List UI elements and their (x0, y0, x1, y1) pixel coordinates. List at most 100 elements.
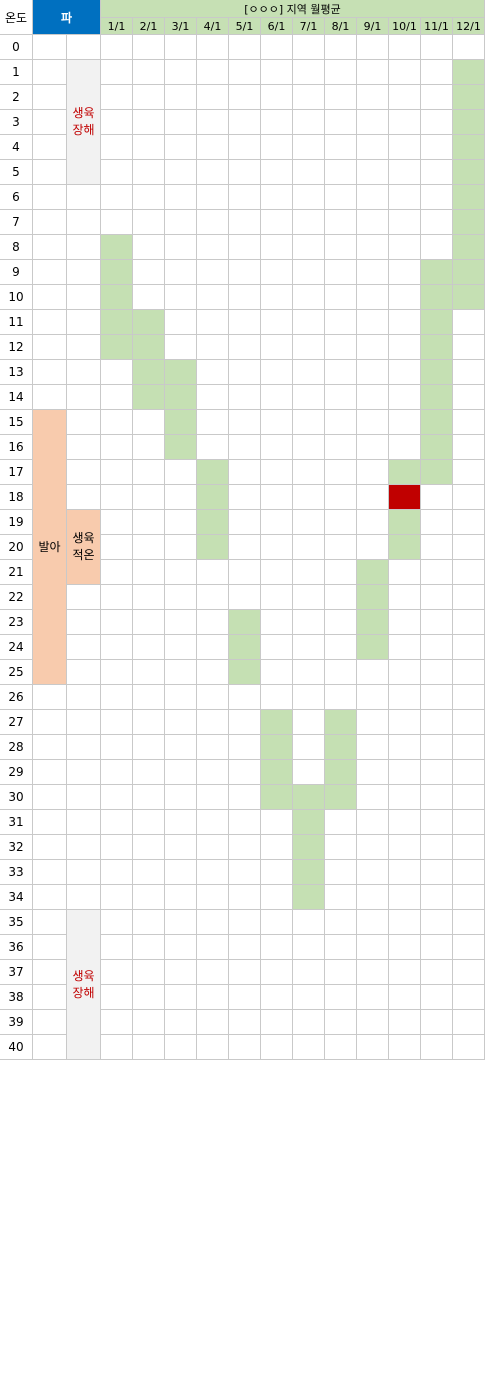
month-temp-cell[interactable] (453, 385, 485, 410)
month-temp-cell[interactable] (453, 85, 485, 110)
month-temp-cell[interactable] (101, 635, 133, 660)
month-temp-cell[interactable] (261, 935, 293, 960)
month-temp-cell[interactable] (261, 160, 293, 185)
month-temp-cell[interactable] (421, 285, 453, 310)
month-temp-cell[interactable] (293, 810, 325, 835)
month-temp-cell[interactable] (325, 885, 357, 910)
month-temp-cell[interactable] (165, 410, 197, 435)
month-temp-cell[interactable] (357, 585, 389, 610)
crop-cell[interactable] (33, 335, 67, 360)
temp-header[interactable]: 온도 (0, 0, 33, 35)
month-temp-cell[interactable] (325, 85, 357, 110)
month-temp-cell[interactable] (101, 960, 133, 985)
temp-cell[interactable]: 29 (0, 760, 33, 785)
month-temp-cell[interactable] (357, 160, 389, 185)
month-temp-cell[interactable] (453, 460, 485, 485)
month-temp-cell[interactable] (133, 460, 165, 485)
month-temp-cell[interactable] (229, 35, 261, 60)
month-temp-cell[interactable] (357, 735, 389, 760)
month-temp-cell[interactable] (101, 1010, 133, 1035)
month-temp-cell[interactable] (229, 1035, 261, 1060)
month-temp-cell[interactable] (133, 210, 165, 235)
temp-cell[interactable]: 9 (0, 260, 33, 285)
temp-cell[interactable]: 15 (0, 410, 33, 435)
month-temp-cell[interactable] (133, 985, 165, 1010)
month-temp-cell[interactable] (421, 110, 453, 135)
month-temp-cell[interactable] (197, 410, 229, 435)
temp-cell[interactable]: 39 (0, 1010, 33, 1035)
month-temp-cell[interactable] (133, 135, 165, 160)
month-temp-cell[interactable] (229, 585, 261, 610)
stage-cell[interactable] (67, 860, 101, 885)
crop-cell[interactable] (33, 385, 67, 410)
temp-cell[interactable]: 13 (0, 360, 33, 385)
month-temp-cell[interactable] (165, 660, 197, 685)
month-temp-cell[interactable] (421, 660, 453, 685)
month-temp-cell[interactable] (133, 960, 165, 985)
month-temp-cell[interactable] (389, 985, 421, 1010)
month-temp-cell[interactable] (165, 685, 197, 710)
month-temp-cell[interactable] (165, 610, 197, 635)
month-temp-cell[interactable] (389, 35, 421, 60)
month-temp-cell[interactable] (357, 235, 389, 260)
month-temp-cell[interactable] (325, 535, 357, 560)
month-temp-cell[interactable] (421, 560, 453, 585)
month-temp-cell[interactable] (261, 235, 293, 260)
month-temp-cell[interactable] (293, 610, 325, 635)
month-temp-cell[interactable] (421, 235, 453, 260)
month-temp-cell[interactable] (389, 685, 421, 710)
month-temp-cell[interactable] (165, 935, 197, 960)
month-temp-cell[interactable] (357, 885, 389, 910)
month-temp-cell[interactable] (293, 185, 325, 210)
crop-cell[interactable] (33, 860, 67, 885)
stage-cell[interactable] (67, 185, 101, 210)
month-temp-cell[interactable] (229, 110, 261, 135)
stage-cell[interactable] (67, 685, 101, 710)
month-temp-cell[interactable] (165, 910, 197, 935)
month-temp-cell[interactable] (293, 510, 325, 535)
month-temp-cell[interactable] (453, 860, 485, 885)
month-temp-cell[interactable] (261, 110, 293, 135)
month-temp-cell[interactable] (197, 460, 229, 485)
growth-harm-low-zone[interactable]: 생육 장해 (67, 60, 100, 184)
month-temp-cell[interactable] (197, 260, 229, 285)
month-temp-cell[interactable] (421, 760, 453, 785)
month-temp-cell[interactable] (165, 85, 197, 110)
month-temp-cell[interactable] (389, 310, 421, 335)
month-temp-cell[interactable] (453, 1035, 485, 1060)
month-temp-cell[interactable] (389, 860, 421, 885)
stage-cell[interactable] (67, 235, 101, 260)
month-temp-cell[interactable] (133, 435, 165, 460)
month-temp-cell[interactable] (389, 210, 421, 235)
month-temp-cell[interactable] (101, 185, 133, 210)
month-temp-cell[interactable] (133, 910, 165, 935)
germination-zone[interactable]: 발아 (33, 410, 66, 684)
temp-cell[interactable]: 0 (0, 35, 33, 60)
month-temp-cell[interactable] (357, 285, 389, 310)
month-temp-cell[interactable] (325, 1010, 357, 1035)
month-temp-cell[interactable] (165, 735, 197, 760)
month-temp-cell[interactable] (133, 35, 165, 60)
month-temp-cell[interactable] (229, 560, 261, 585)
temp-cell[interactable]: 14 (0, 385, 33, 410)
month-temp-cell[interactable] (325, 910, 357, 935)
month-temp-cell[interactable] (261, 885, 293, 910)
month-temp-cell[interactable] (133, 385, 165, 410)
temp-cell[interactable]: 21 (0, 560, 33, 585)
month-temp-cell[interactable] (453, 1010, 485, 1035)
temp-cell[interactable]: 19 (0, 510, 33, 535)
month-temp-cell[interactable] (357, 760, 389, 785)
month-temp-cell[interactable] (197, 960, 229, 985)
month-temp-cell[interactable] (133, 1035, 165, 1060)
month-temp-cell[interactable] (261, 710, 293, 735)
month-temp-cell[interactable] (197, 660, 229, 685)
month-temp-cell[interactable] (197, 585, 229, 610)
month-temp-cell[interactable] (421, 685, 453, 710)
month-temp-cell[interactable] (453, 760, 485, 785)
month-temp-cell[interactable] (453, 60, 485, 85)
month-temp-cell[interactable] (389, 810, 421, 835)
month-temp-cell[interactable] (421, 335, 453, 360)
month-temp-cell[interactable] (389, 410, 421, 435)
month-temp-cell[interactable] (389, 60, 421, 85)
month-temp-cell[interactable] (293, 935, 325, 960)
